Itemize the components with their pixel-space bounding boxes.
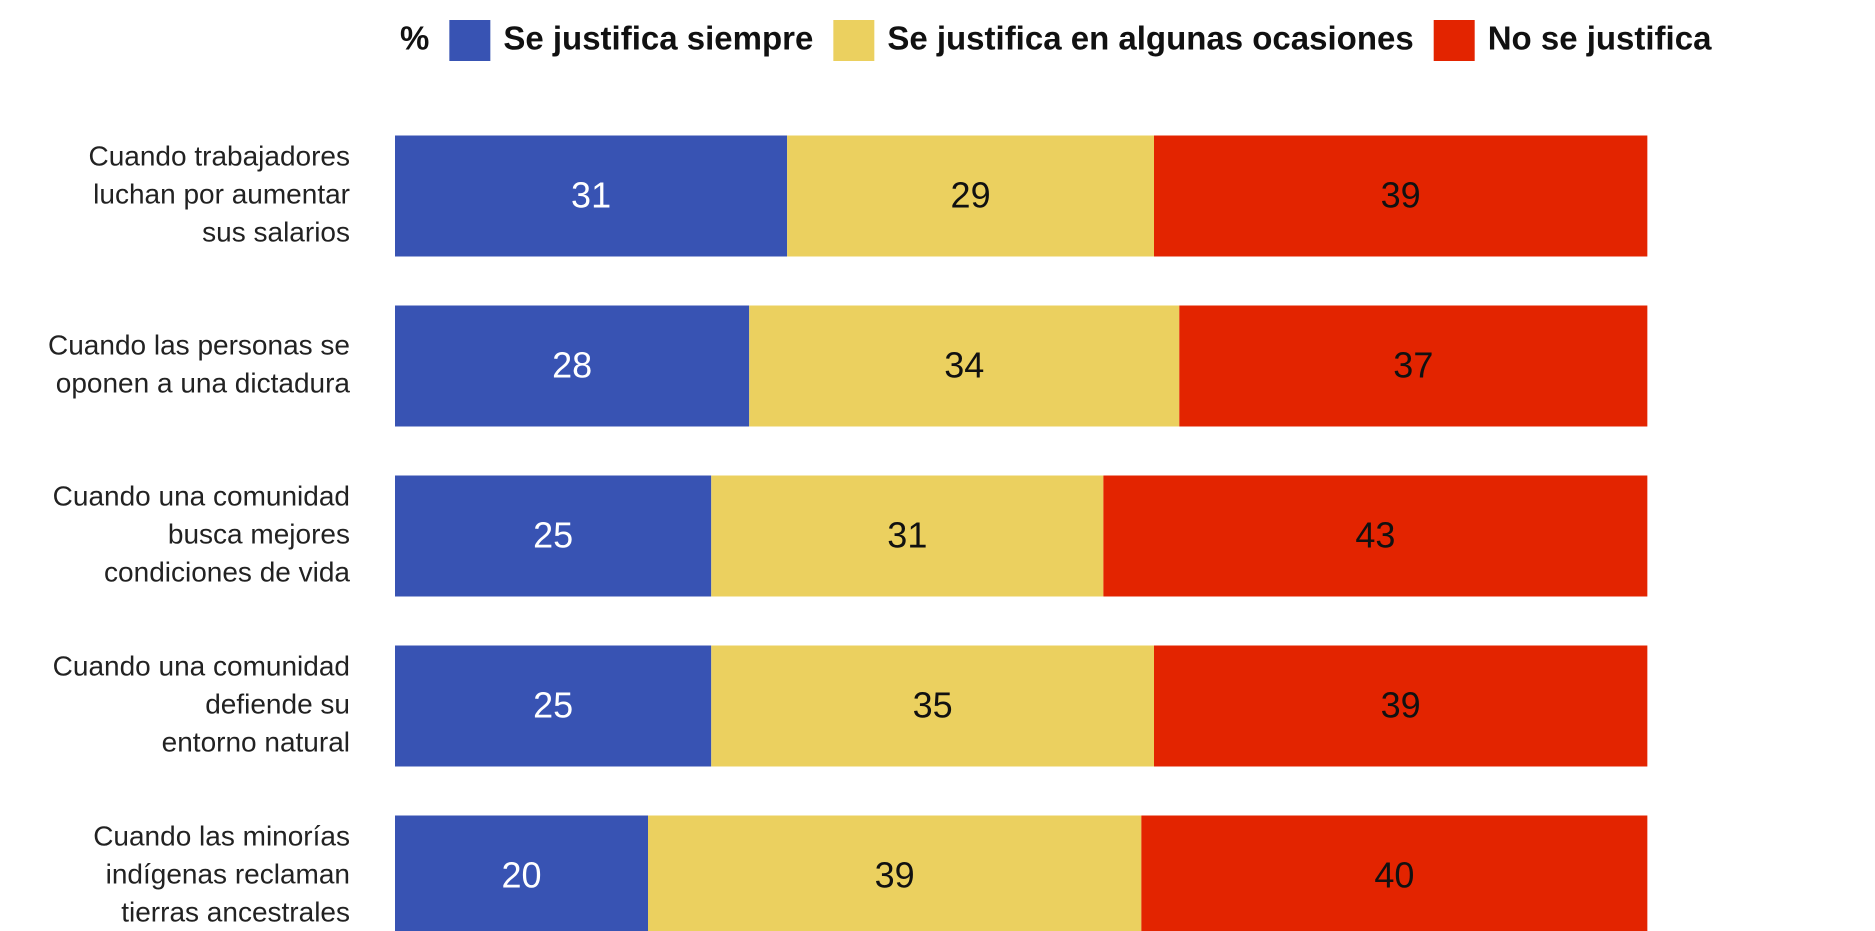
legend-label: No se justifica (1488, 20, 1712, 57)
category-label: entorno natural (162, 726, 350, 757)
bar-segment (1154, 135, 1648, 257)
value-label: 35 (913, 685, 953, 726)
category-label: busca mejores (168, 518, 350, 549)
value-label: 37 (1393, 345, 1433, 386)
category-label: Cuando una comunidad (53, 650, 350, 681)
category-label: Cuando las personas se (48, 329, 350, 360)
category-label: indígenas reclaman (106, 858, 350, 889)
value-label: 39 (875, 855, 915, 896)
category-label: condiciones de vida (104, 556, 350, 587)
bar-segment (395, 475, 712, 597)
bar-segment (1141, 815, 1648, 931)
bar-segment (395, 645, 712, 767)
bar-segment (711, 475, 1104, 597)
bar-segment (711, 645, 1154, 767)
category-label: oponen a una dictadura (56, 367, 351, 398)
bar-segment (749, 305, 1180, 427)
value-label: 39 (1381, 175, 1421, 216)
value-label: 34 (944, 345, 984, 386)
category-label: Cuando una comunidad (53, 480, 350, 511)
category-label: luchan por aumentar (93, 178, 350, 209)
bar-segment (648, 815, 1142, 931)
value-label: 28 (552, 345, 592, 386)
legend-unit: % (400, 20, 429, 57)
bar-segment (395, 305, 750, 427)
category-label: sus salarios (202, 216, 350, 247)
legend-swatch (1433, 20, 1475, 61)
bar-segment (1103, 475, 1648, 597)
value-label: 25 (533, 515, 573, 556)
category-label: tierras ancestrales (121, 896, 350, 927)
value-label: 29 (951, 175, 991, 216)
bar-segment (395, 135, 788, 257)
legend-swatch (833, 20, 875, 61)
legend-label: Se justifica siempre (503, 20, 813, 57)
value-label: 20 (501, 855, 541, 896)
value-label: 25 (533, 685, 573, 726)
legend-swatch (449, 20, 491, 61)
value-label: 31 (571, 175, 611, 216)
bar-segment (1154, 645, 1648, 767)
value-label: 43 (1355, 515, 1395, 556)
category-label: defiende su (205, 688, 350, 719)
legend-label: Se justifica en algunas ocasiones (887, 20, 1413, 57)
category-label: Cuando las minorías (93, 820, 350, 851)
bar-segment (1179, 305, 1648, 427)
bar-segment (395, 815, 648, 931)
value-label: 40 (1374, 855, 1414, 896)
category-label: Cuando trabajadores (88, 140, 350, 171)
value-label: 31 (887, 515, 927, 556)
value-label: 39 (1381, 685, 1421, 726)
bar-segment (787, 135, 1154, 257)
